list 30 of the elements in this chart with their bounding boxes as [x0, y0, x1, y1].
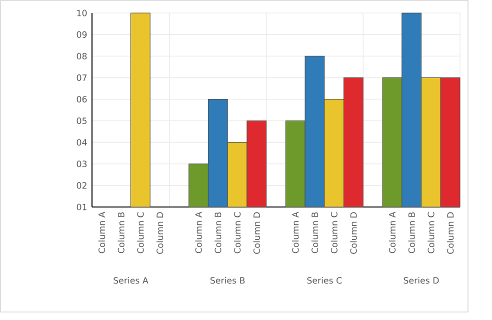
- x-tick-label: Column C: [234, 212, 241, 254]
- y-tick-label: 09: [76, 31, 87, 38]
- y-tick-label: 06: [76, 96, 87, 103]
- x-tick-label: Column D: [156, 212, 164, 254]
- y-tick-label: 10: [77, 10, 87, 16]
- x-tick-label: Column D: [350, 212, 357, 254]
- y-tick-label: 04: [76, 139, 87, 146]
- x-tick-label: Column A: [98, 212, 106, 254]
- x-tick-label: Column A: [292, 212, 299, 254]
- x-tick-label: Column B: [118, 212, 124, 254]
- text: Series B: [210, 276, 245, 284]
- text: Series C: [307, 276, 342, 284]
- x-tick-label: Column A: [195, 212, 202, 254]
- text: Series D: [404, 276, 439, 284]
- text: Series A: [114, 276, 148, 284]
- x-tick-label: Column B: [214, 212, 222, 254]
- x-tick-label: Column D: [253, 212, 260, 254]
- x-tick-label: Column D: [446, 212, 454, 254]
- y-tick-label: 03: [76, 160, 87, 168]
- x-tick-label: Column C: [428, 212, 434, 254]
- y-tick-label: 05: [76, 118, 87, 124]
- x-tick-label: Column A: [388, 212, 396, 254]
- y-tick-label: 07: [76, 74, 87, 81]
- y-tick-label: 02: [76, 182, 86, 189]
- x-tick-label: Column B: [408, 212, 415, 254]
- x-tick-label: Column C: [330, 212, 338, 254]
- x-tick-label: Column C: [137, 212, 144, 254]
- y-tick-label: 01: [76, 204, 86, 210]
- x-tick-label: Column B: [311, 212, 318, 254]
- y-tick-label: 08: [76, 52, 87, 60]
